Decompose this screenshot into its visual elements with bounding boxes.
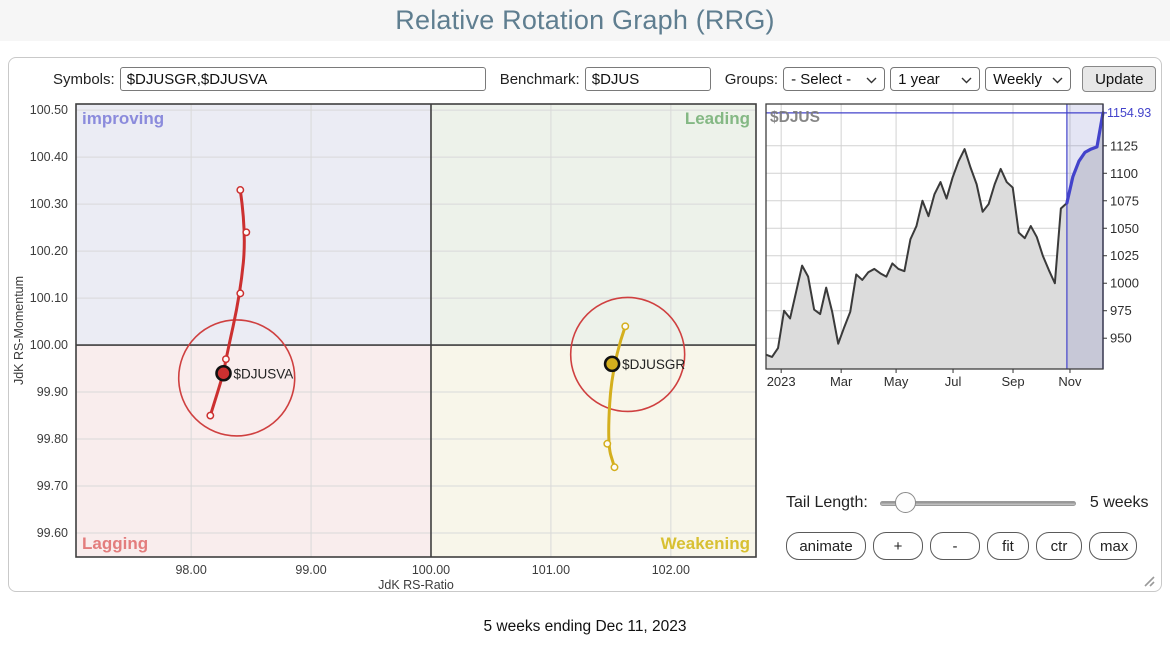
resize-handle-icon[interactable] <box>1141 573 1155 587</box>
svg-text:98.00: 98.00 <box>175 563 206 577</box>
quadrant-weakening <box>430 345 756 557</box>
svg-text:Jul: Jul <box>945 374 962 389</box>
svg-text:2023: 2023 <box>767 374 796 389</box>
highlight-circle-djusva <box>177 319 296 437</box>
benchmark-label: Benchmark: <box>499 70 580 88</box>
svg-text:1075: 1075 <box>1110 193 1139 208</box>
rrg-marker-label-djusva: $DJUSVA <box>234 366 294 381</box>
tail-length-control: Tail Length: 5 weeks <box>786 490 1154 516</box>
price-symbol-label: $DJUS <box>770 109 820 126</box>
tail-length-slider[interactable] <box>879 492 1076 514</box>
tail-length-label: Tail Length: <box>786 494 868 511</box>
center-button[interactable]: ctr <box>1036 532 1082 560</box>
benchmark-input[interactable] <box>584 67 711 91</box>
chevron-down-icon <box>866 71 877 88</box>
update-button[interactable]: Update <box>1082 66 1157 92</box>
chevron-down-icon <box>1052 71 1063 88</box>
groups-label: Groups: <box>724 70 779 88</box>
frequency-select-value: Weekly <box>993 70 1042 88</box>
svg-text:100.20: 100.20 <box>30 244 68 258</box>
quadrant-label-lagging: Lagging <box>82 534 148 553</box>
svg-text:1100: 1100 <box>1110 166 1138 181</box>
date-range-caption: 5 weeks ending Dec 11, 2023 <box>483 618 687 635</box>
svg-text:Mar: Mar <box>830 374 853 389</box>
zoom-out-button[interactable]: - <box>930 532 980 560</box>
svg-text:100.00: 100.00 <box>412 563 450 577</box>
svg-text:950: 950 <box>1110 331 1132 346</box>
groups-select-value: - Select - <box>791 70 852 88</box>
svg-text:1125: 1125 <box>1110 138 1138 153</box>
frequency-select[interactable]: Weekly <box>985 67 1072 91</box>
app-header: Relative Rotation Graph (RRG) <box>0 0 1170 41</box>
svg-text:1000: 1000 <box>1110 276 1139 291</box>
svg-text:99.70: 99.70 <box>37 479 68 493</box>
tail-length-value: 5 weeks <box>1089 494 1149 511</box>
quadrant-leading <box>430 104 756 346</box>
svg-text:102.00: 102.00 <box>652 563 690 577</box>
rrg-marker-djusgr[interactable] <box>603 355 621 373</box>
svg-text:100.10: 100.10 <box>30 291 68 305</box>
price-last-value: 1154.93 <box>1107 106 1151 120</box>
svg-text:May: May <box>884 374 909 389</box>
chart-buttons: animate + - fit ctr max <box>786 532 1137 560</box>
zoom-in-button[interactable]: + <box>873 532 923 560</box>
animate-button[interactable]: animate <box>786 532 866 560</box>
quadrant-label-weakening: Weakening <box>661 534 750 553</box>
rrg-x-axis-title: JdK RS-Ratio <box>378 578 454 592</box>
svg-text:1025: 1025 <box>1110 248 1139 263</box>
rrg-marker-label-djusgr: $DJUSGR <box>622 357 685 372</box>
svg-text:100.50: 100.50 <box>30 103 68 117</box>
svg-text:99.80: 99.80 <box>37 432 68 446</box>
svg-text:100.30: 100.30 <box>30 197 68 211</box>
slider-thumb[interactable] <box>895 492 917 513</box>
svg-text:101.00: 101.00 <box>532 563 570 577</box>
svg-text:1050: 1050 <box>1110 221 1139 236</box>
groups-select[interactable]: - Select - <box>783 67 886 91</box>
symbols-label: Symbols: <box>53 70 115 88</box>
period-select-value: 1 year <box>898 70 940 88</box>
max-button[interactable]: max <box>1089 532 1137 560</box>
chevron-down-icon <box>961 71 972 88</box>
quadrant-label-improving: improving <box>82 109 164 128</box>
svg-text:100.00: 100.00 <box>30 338 68 352</box>
symbols-input[interactable] <box>119 67 486 91</box>
price-line <box>765 112 1104 358</box>
svg-text:Sep: Sep <box>1001 374 1024 389</box>
rrg-panel: Symbols: Benchmark: Groups: - Select - 1… <box>8 57 1162 592</box>
toolbar: Symbols: Benchmark: Groups: - Select - 1… <box>53 65 1157 93</box>
rrg-y-axis-title: JdK RS-Momentum <box>12 276 26 385</box>
svg-text:Nov: Nov <box>1058 374 1082 389</box>
rrg-chart[interactable]: improving Leading Lagging Weakening 99.60 99.… <box>11 96 761 601</box>
svg-text:99.90: 99.90 <box>37 385 68 399</box>
svg-text:99.60: 99.60 <box>37 526 68 540</box>
fit-button[interactable]: fit <box>987 532 1029 560</box>
quadrant-lagging <box>76 345 431 557</box>
price-tail-line <box>1065 111 1105 205</box>
slider-track[interactable] <box>879 501 1076 506</box>
svg-text:99.00: 99.00 <box>295 563 326 577</box>
page-title: Relative Rotation Graph (RRG) <box>395 5 775 35</box>
benchmark-price-chart: 950 975 1000 1025 1050 1075 1100 1125 1154.93 202… <box>765 103 1151 389</box>
svg-text:975: 975 <box>1110 303 1132 318</box>
rrg-marker-djusva[interactable] <box>215 364 232 382</box>
svg-text:100.40: 100.40 <box>30 150 68 164</box>
period-select[interactable]: 1 year <box>890 67 981 91</box>
quadrant-label-leading: Leading <box>685 109 750 128</box>
highlight-circle-djusgr <box>569 296 686 413</box>
price-area <box>766 112 1103 369</box>
rrg-tail-djusgr <box>607 324 627 469</box>
quadrant-improving <box>76 104 431 346</box>
